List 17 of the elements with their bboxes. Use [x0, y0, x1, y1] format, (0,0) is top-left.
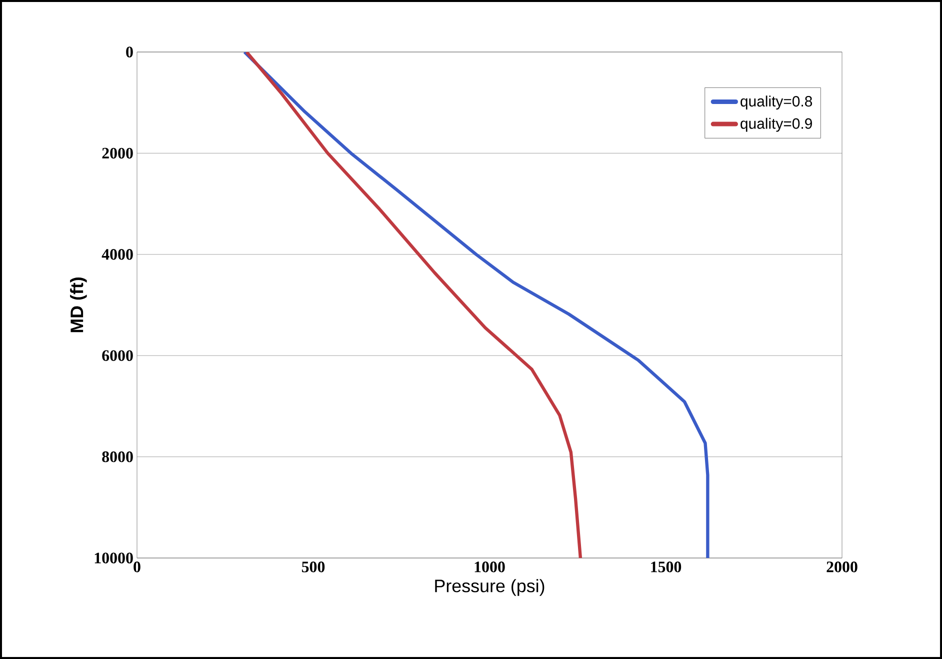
line-series — [245, 52, 582, 558]
y-tick-label: 0 — [126, 46, 133, 58]
y-axis-title: MD (ft) — [70, 278, 87, 332]
x-tick-label: 1000 — [474, 562, 505, 572]
x-tick-label: 500 — [302, 562, 325, 572]
y-tick-label: 2000 — [102, 148, 133, 159]
legend-label: quality=0.9 — [740, 118, 812, 132]
line-series — [242, 52, 710, 558]
x-tick-label: 1500 — [651, 562, 682, 572]
y-tick-label: 6000 — [102, 350, 133, 361]
y-tick-label: 8000 — [102, 451, 133, 462]
y-tick-label: 10000 — [94, 552, 133, 564]
legend-label: quality=0.8 — [740, 96, 812, 110]
x-tick-label: 0 — [134, 562, 140, 572]
x-axis-title: Pressure (psi) — [435, 579, 544, 596]
y-tick-label: 4000 — [102, 249, 133, 260]
x-tick-label: 2000 — [826, 562, 858, 572]
